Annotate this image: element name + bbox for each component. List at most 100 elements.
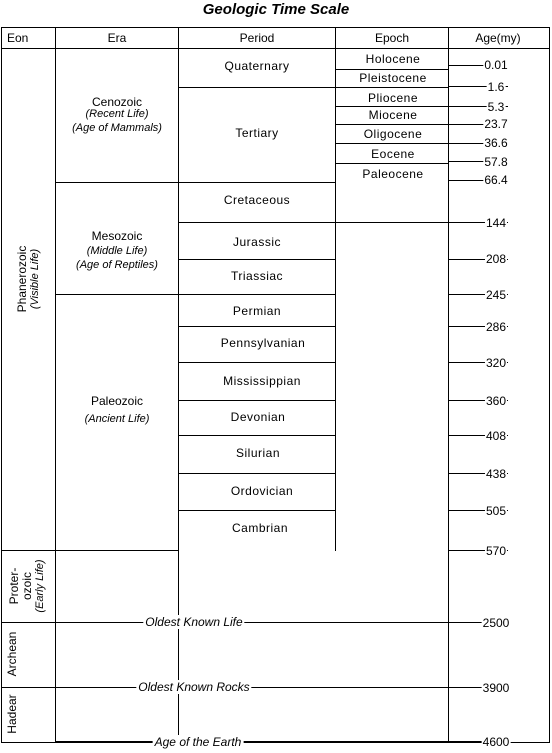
table-top-border	[1, 27, 550, 28]
age-value: 57.8	[483, 155, 509, 169]
age-value: 36.6	[483, 136, 509, 150]
header-epoch: Epoch	[374, 31, 410, 45]
period-epoch-divider	[335, 27, 336, 551]
age-value: 1.6	[486, 80, 506, 94]
period-tertiary: Tertiary	[235, 126, 279, 140]
era-boundary-mesozoic	[55, 294, 178, 295]
eon-proterozoic-line2: ozoic	[20, 572, 34, 601]
age-tick	[448, 106, 508, 107]
epoch-boundary-eocene	[335, 163, 448, 164]
period-jurassic: Jurassic	[232, 235, 282, 249]
period-quaternary: Quaternary	[224, 59, 290, 73]
eon-hadean: Hadear	[5, 687, 19, 741]
era-mesozoic-note2: (Age of Reptiles)	[76, 259, 158, 271]
period-boundary-permian	[178, 326, 335, 327]
period-boundary-jurassic	[178, 259, 335, 260]
eon-proterozoic-note: (Early Life)	[34, 559, 46, 613]
eon-phanerozoic-label: Phanerozoic	[15, 245, 29, 313]
epoch-eocene: Eocene	[371, 147, 415, 161]
age-value: 144	[484, 216, 508, 230]
age-tick	[448, 143, 508, 144]
era-period-divider	[178, 27, 179, 743]
age-value: 570	[484, 544, 508, 558]
epoch-paleocene: Paleocene	[362, 167, 424, 181]
age-tick	[448, 473, 508, 474]
epoch-boundary-holocene	[335, 69, 448, 70]
age-tick	[448, 65, 508, 66]
period-ordovician: Ordovician	[230, 484, 294, 498]
eon-phanerozoic-note: (Visible Life)	[29, 248, 41, 310]
age-value: 3900	[481, 681, 511, 695]
earth-age-line	[55, 741, 508, 742]
period-devonian: Devonian	[230, 410, 286, 424]
eon-boundary-proterozoic	[1, 622, 55, 623]
era-mesozoic: Mesozoic	[91, 229, 143, 243]
age-value: 438	[484, 467, 508, 481]
age-value: 320	[484, 356, 508, 370]
period-pennsylvanian: Pennsylvanian	[220, 336, 306, 350]
epoch-boundary-oligocene	[335, 143, 448, 144]
age-tick	[448, 259, 508, 260]
age-tick	[448, 400, 508, 401]
period-triassiac: Triassiac	[230, 269, 284, 283]
era-cenozoic-note2: (Age of Mammals)	[72, 122, 162, 134]
period-cretaceous: Cretaceous	[223, 193, 291, 207]
eon-archean-label: Archean	[5, 631, 19, 677]
age-value: 5.3	[486, 100, 506, 114]
period-boundary-triassiac	[178, 294, 335, 295]
event-earth-age: Age of the Earth	[152, 735, 244, 749]
age-value: 4600	[481, 735, 511, 749]
age-tick	[448, 550, 508, 551]
period-boundary-ordovician	[178, 510, 335, 511]
period-boundary-tertiary	[178, 182, 335, 183]
era-paleozoic: Paleozoic	[90, 394, 144, 408]
period-cambrian: Cambrian	[231, 521, 289, 535]
age-value: 2500	[481, 616, 511, 630]
age-tick	[335, 222, 508, 223]
age-tick	[448, 326, 508, 327]
age-tick	[448, 510, 508, 511]
age-tick	[448, 161, 508, 162]
eon-archean: Archean	[5, 624, 19, 684]
period-boundary-quaternary	[178, 87, 335, 88]
header-period: Period	[239, 31, 275, 45]
oldest-rocks-line	[55, 687, 508, 688]
period-mississippian: Mississippian	[223, 374, 301, 388]
epoch-pliocene: Pliocene	[367, 91, 419, 105]
eon-hadean-label: Hadear	[5, 694, 19, 734]
eon-era-divider	[55, 27, 56, 743]
period-boundary-mississippian	[178, 400, 335, 401]
age-value: 208	[484, 252, 508, 266]
age-value: 0.01	[483, 58, 509, 72]
eon-boundary-phanerozoic	[1, 550, 55, 551]
eon-proterozoic: Proter- ozoic (Early Life)	[7, 550, 48, 622]
era-paleozoic-note1: (Ancient Life)	[84, 413, 150, 425]
eon-boundary-archean	[1, 687, 55, 688]
age-value: 286	[484, 320, 508, 334]
epoch-boundary-pleistocene	[335, 87, 448, 88]
age-tick	[448, 435, 508, 436]
table-bottom-border	[1, 742, 550, 743]
age-value: 66.4	[483, 173, 509, 187]
age-tick	[448, 86, 508, 87]
epoch-boundary-miocene	[335, 124, 448, 125]
epoch-boundary-pliocene	[335, 106, 448, 107]
header-age: Age(my)	[475, 31, 521, 45]
era-cenozoic: Cenozoic	[91, 95, 143, 109]
table-right-border	[549, 27, 550, 743]
age-value: 408	[484, 429, 508, 443]
epoch-pleistocene: Pleistocene	[359, 71, 427, 85]
age-tick	[448, 124, 508, 125]
age-value: 245	[484, 288, 508, 302]
era-mesozoic-note1: (Middle Life)	[86, 245, 148, 257]
period-permian: Permian	[232, 304, 282, 318]
era-cenozoic-note1: (Recent Life)	[85, 108, 149, 120]
age-tick	[448, 294, 508, 295]
epoch-miocene: Miocene	[368, 108, 418, 122]
epoch-oligocene: Oligocene	[363, 127, 423, 141]
period-boundary-silurian	[178, 473, 335, 474]
era-boundary-cenozoic	[55, 182, 178, 183]
period-boundary-devonian	[178, 435, 335, 436]
eon-phanerozoic: Phanerozoic (Visible Life)	[15, 219, 43, 339]
age-value: 505	[484, 504, 508, 518]
